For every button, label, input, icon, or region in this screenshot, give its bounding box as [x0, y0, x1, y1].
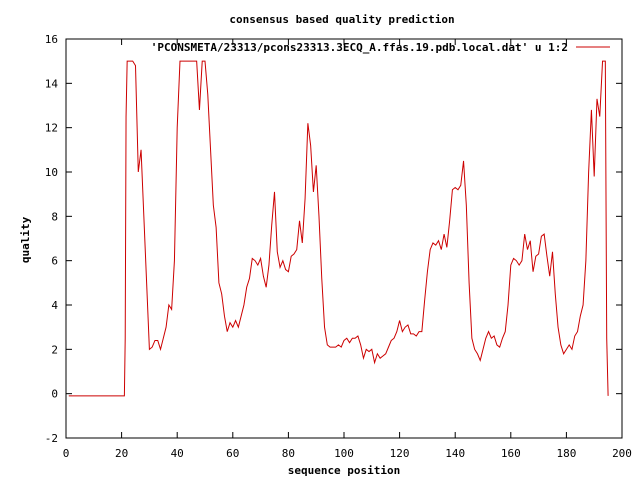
x-axis-label: sequence position: [288, 464, 401, 477]
x-tick-label: 160: [501, 447, 521, 460]
y-axis-ticks: -2 0 2 4 6 8 10 12 14 16: [45, 33, 622, 445]
x-tick-label: 80: [282, 447, 295, 460]
y-tick-label: 6: [51, 255, 58, 268]
x-tick-label: 20: [115, 447, 128, 460]
chart-title: consensus based quality prediction: [229, 13, 454, 26]
x-tick-label: 0: [63, 447, 70, 460]
y-tick-label: 10: [45, 166, 58, 179]
y-axis-label: quality: [19, 216, 32, 263]
legend-entry-label: 'PCONSMETA/23313/pcons23313.3ECQ_A.ffas.…: [151, 41, 568, 54]
x-tick-label: 60: [226, 447, 239, 460]
y-tick-label: 2: [51, 343, 58, 356]
series-group: [68, 60, 609, 397]
y-tick-label: -2: [45, 432, 58, 445]
plot-frame: [65, 38, 623, 439]
y-tick-label: 12: [45, 122, 58, 135]
x-axis-ticks: 0 20 40 60 80 100 120 140 160 180 200: [63, 39, 632, 460]
x-tick-label: 140: [445, 447, 465, 460]
y-tick-label: 16: [45, 33, 58, 46]
y-tick-label: 8: [51, 210, 58, 223]
x-tick-label: 180: [556, 447, 576, 460]
series-line-0: [68, 60, 609, 397]
y-tick-label: 14: [45, 77, 59, 90]
x-tick-label: 40: [171, 447, 184, 460]
x-tick-label: 120: [390, 447, 410, 460]
x-tick-label: 100: [334, 447, 354, 460]
legend: 'PCONSMETA/23313/pcons23313.3ECQ_A.ffas.…: [151, 41, 610, 54]
y-tick-label: 4: [51, 299, 58, 312]
x-tick-label: 200: [612, 447, 632, 460]
y-tick-label: 0: [51, 388, 58, 401]
